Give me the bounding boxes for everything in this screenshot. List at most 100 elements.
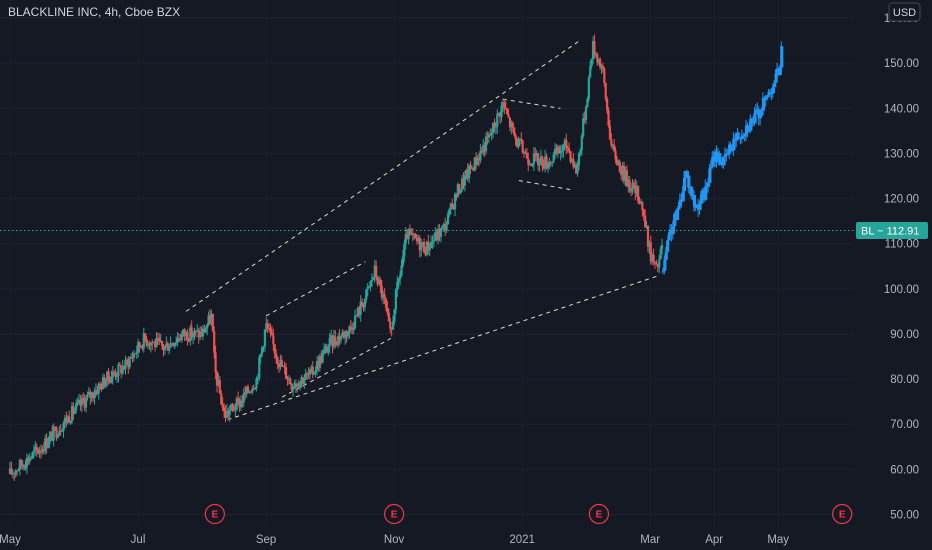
- candle-body: [125, 359, 128, 361]
- candle-body: [63, 417, 67, 424]
- candle-body: [327, 346, 330, 353]
- chart-grid: [0, 17, 855, 515]
- candle-body: [61, 430, 64, 432]
- candle-body: [94, 390, 98, 395]
- candle-body: [139, 346, 143, 348]
- candle-body: [172, 344, 175, 347]
- candle-body: [306, 373, 309, 375]
- candle-body: [159, 340, 162, 342]
- candle-body: [107, 371, 110, 379]
- candle-body: [422, 242, 426, 253]
- candle-body: [421, 242, 424, 245]
- candle-body: [435, 232, 438, 241]
- candle-body: [556, 147, 559, 154]
- candle-body: [425, 241, 428, 255]
- candle-body: [685, 171, 689, 176]
- candle-body: [583, 118, 586, 121]
- candle-body: [511, 122, 514, 128]
- candle-body: [177, 338, 181, 340]
- candle-body: [708, 168, 712, 183]
- candle-body: [79, 399, 82, 406]
- candle-body: [525, 152, 528, 159]
- candle-body: [38, 451, 41, 454]
- candle-body: [631, 182, 634, 192]
- candle-body: [743, 134, 747, 137]
- time-tick-label: Nov: [384, 534, 405, 546]
- currency-button[interactable]: USD: [888, 2, 921, 22]
- candle-body: [141, 346, 144, 349]
- candle-body: [590, 58, 593, 67]
- candle-body: [531, 164, 534, 166]
- candle-body: [444, 223, 447, 231]
- candle-body: [99, 384, 102, 386]
- candle-body: [237, 398, 240, 400]
- candle-body: [594, 54, 597, 56]
- candle-body: [110, 377, 113, 383]
- candle-body: [58, 430, 61, 436]
- candle-body: [459, 188, 462, 194]
- candle-body: [386, 307, 389, 313]
- candle-body: [218, 380, 221, 394]
- candle-body: [501, 102, 505, 106]
- candle-body: [458, 184, 461, 194]
- candle-body: [648, 242, 651, 247]
- candle-body: [28, 458, 31, 462]
- candle-body: [53, 426, 57, 428]
- candle-body: [466, 170, 469, 179]
- candle-body: [705, 186, 709, 188]
- candle-body: [604, 82, 607, 99]
- candle-body: [194, 330, 197, 332]
- candle-body: [366, 286, 369, 290]
- price-tick-label: 80.00: [890, 374, 919, 386]
- price-tick-label: 110.00: [885, 239, 919, 251]
- candle-body: [251, 388, 254, 393]
- price-axis[interactable]: 50.00 60.00 70.00 80.00 90.00 100.00 110.00 120…: [884, 13, 919, 521]
- candle-body: [510, 122, 513, 128]
- candle-body: [432, 240, 436, 242]
- time-axis[interactable]: May Jul Sep Nov 2021 Mar Apr May: [0, 534, 789, 546]
- candle-body: [586, 98, 589, 108]
- candle-body: [730, 150, 735, 152]
- candle-body: [558, 147, 561, 154]
- candle-body: [597, 59, 600, 63]
- candle-body: [513, 127, 516, 135]
- candle-body: [200, 331, 203, 337]
- candle-body: [767, 91, 771, 96]
- candle-body: [483, 145, 486, 152]
- candle-body: [324, 346, 327, 350]
- price-tick-label: 50.00: [890, 509, 919, 521]
- candle-body: [489, 134, 492, 136]
- candle-body: [310, 366, 313, 370]
- candle-body: [606, 98, 609, 111]
- candle-body: [203, 328, 206, 333]
- candle-body: [698, 203, 702, 210]
- candle-body: [559, 151, 562, 154]
- candle-body: [335, 342, 338, 345]
- candle-body: [551, 161, 554, 163]
- time-tick-label: Mar: [640, 534, 660, 546]
- candle-body: [161, 340, 164, 346]
- candle-body: [541, 156, 544, 167]
- candle-body: [48, 436, 51, 445]
- candle-body: [598, 59, 602, 68]
- candle-body: [611, 144, 614, 146]
- candle-body: [108, 378, 112, 383]
- candle-body: [682, 177, 687, 192]
- candle-body: [470, 167, 474, 169]
- candle-body: [579, 150, 582, 154]
- candle-body: [456, 184, 459, 198]
- candle-body: [77, 399, 81, 403]
- candle-body: [427, 241, 430, 251]
- time-tick-label: Sep: [256, 534, 276, 546]
- candle-body: [479, 150, 482, 161]
- candle-body: [673, 213, 677, 227]
- candle-body: [589, 66, 592, 78]
- candle-body: [349, 326, 352, 328]
- candle-body: [359, 301, 362, 315]
- candle-body: [124, 359, 127, 370]
- candle-body: [613, 144, 616, 151]
- candle-body: [490, 132, 493, 136]
- candle-body: [225, 410, 228, 418]
